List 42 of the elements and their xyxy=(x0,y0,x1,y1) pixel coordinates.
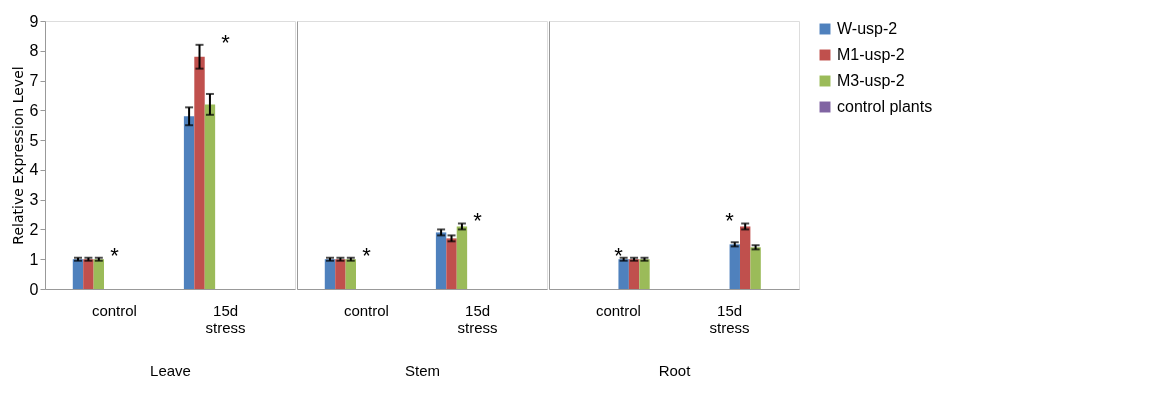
y-tick-label: 6 xyxy=(29,101,39,119)
bar xyxy=(72,259,84,289)
bar xyxy=(618,259,629,289)
x-tick-label: 15d stress xyxy=(205,301,246,336)
bar xyxy=(83,259,94,289)
y-tick-label: 5 xyxy=(29,131,39,149)
bar xyxy=(93,259,105,289)
annotation: * xyxy=(473,208,483,234)
x-tick-label: 15d stress xyxy=(457,301,498,336)
annotation: * xyxy=(614,242,624,268)
y-tick-label: 1 xyxy=(29,250,39,268)
x-axis-title: Stem xyxy=(404,361,441,379)
x-tick-label: control xyxy=(91,301,137,319)
y-tick-label: 0 xyxy=(29,280,39,298)
bar xyxy=(628,259,640,289)
y-axis-title: Relative Expression Level xyxy=(9,66,26,245)
legend-label: M3-usp-2 xyxy=(837,72,905,89)
y-tick-label: 7 xyxy=(29,72,39,90)
x-tick-label: 15d stress xyxy=(709,301,750,336)
legend-label: control plants xyxy=(837,98,933,115)
bar xyxy=(204,104,216,289)
x-tick-label: control xyxy=(595,301,641,319)
bar xyxy=(335,259,346,289)
y-tick-label: 2 xyxy=(29,220,39,238)
bar xyxy=(194,56,205,289)
x-axis-title: Root xyxy=(658,361,692,379)
annotation: * xyxy=(110,242,120,268)
y-tick-label: 8 xyxy=(29,42,39,60)
annotation: * xyxy=(725,208,735,234)
bar xyxy=(345,259,357,289)
annotation: * xyxy=(221,29,231,55)
x-axis-title: Leave xyxy=(150,361,191,379)
bar xyxy=(183,116,195,289)
y-tick-label: 4 xyxy=(29,161,39,179)
bar xyxy=(639,259,650,289)
bar xyxy=(324,259,336,289)
x-tick-label: control xyxy=(343,301,389,319)
legend-label: W-usp-2 xyxy=(837,20,898,37)
y-tick-label: 3 xyxy=(29,191,39,209)
y-tick-label: 9 xyxy=(29,12,39,30)
annotation: * xyxy=(362,242,372,268)
legend-label: M1-usp-2 xyxy=(837,46,905,63)
